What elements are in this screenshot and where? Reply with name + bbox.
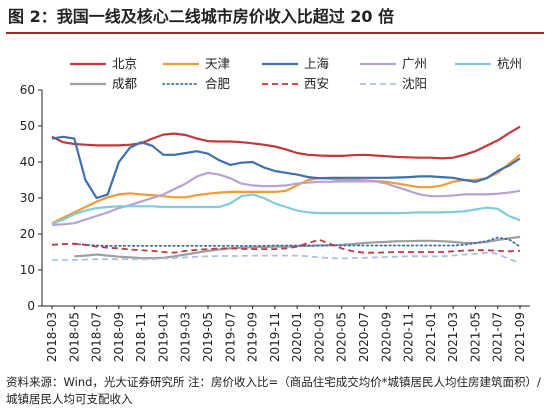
legend-item-xian: 西安 [262,76,329,91]
legend-item-guangzhou: 广州 [360,56,427,71]
title-divider [6,32,544,34]
legend-item-hangzhou: 杭州 [455,56,522,71]
source-note: 资料来源：Wind，光大证券研究所 注：房价收入比=（商品住宅成交均价*城镇居民… [6,375,541,406]
legend-item-tianjin: 天津 [163,56,230,71]
x-tick-label: 2020-05 [335,312,349,362]
x-tick-label: 2020-07 [357,312,371,362]
legend-label-hangzhou: 杭州 [497,56,522,71]
legend-item-shenyang: 沈阳 [360,76,427,91]
y-tick-label: 50 [20,119,35,133]
x-tick-label: 2021-05 [468,312,482,362]
legend-label-beijing: 北京 [112,56,137,71]
x-tick-label: 2021-07 [491,312,505,362]
series-line-7 [51,238,521,254]
x-tick-label: 2018-03 [45,312,59,362]
legend-label-tianjin: 天津 [205,56,230,71]
x-tick-label: 2019-05 [201,312,215,362]
y-tick-label: 10 [20,263,35,277]
x-tick-label: 2021-03 [446,312,460,362]
legend-label-shenyang: 沈阳 [402,76,427,91]
y-tick-label: 60 [20,83,35,97]
x-tick-label: 2021-09 [513,312,527,362]
x-tick-label: 2019-07 [223,312,237,362]
x-tick-label: 2018-05 [67,312,81,362]
y-tick-label: 20 [20,227,35,241]
legend-item-hefei: 合肥 [162,76,231,91]
x-tick-label: 2021-01 [424,312,438,362]
x-tick-label: 2020-11 [402,312,416,362]
series-line-4 [51,193,521,225]
y-tick-label: 0 [27,299,35,313]
x-tick-label: 2019-01 [156,312,170,362]
legend-item-beijing: 北京 [70,56,137,71]
legend-label-guangzhou: 广州 [402,56,427,71]
axes: 0 10 20 30 40 50 60 2018-03 2018-05 2018-07 2018-0… [20,83,530,362]
legend-item-chengdu: 成都 [70,76,138,91]
series-line-1 [51,153,521,225]
series-line-3 [51,171,521,227]
y-tick-label: 40 [20,155,35,169]
chart-title: 图 2：我国一线及核心二线城市房价收入比超过 20 倍 [8,7,395,26]
x-tick-label: 2018-07 [90,312,104,362]
series-line-5 [74,235,521,260]
legend-label-hefei: 合肥 [205,76,231,91]
legend-label-shanghai: 上海 [304,56,330,71]
legend: 北京 天津 上海 广州 杭州 成都 合肥 西安 [70,56,522,91]
series-line-2 [51,135,521,200]
line-chart: 北京 天津 上海 广州 杭州 成都 合肥 西安 [20,56,530,362]
y-tick-label: 30 [20,191,35,205]
x-tick-label: 2020-09 [379,312,393,362]
x-tick-label: 2019-11 [268,312,282,362]
x-tick-label: 2018-09 [112,312,126,362]
x-tick-label: 2018-11 [134,312,148,362]
series-line-0 [51,125,521,160]
series-lines [51,125,521,264]
legend-label-chengdu: 成都 [112,76,138,91]
series-line-6 [73,236,521,248]
x-tick-label: 2020-03 [312,312,326,362]
series-line-8 [52,251,521,264]
x-tick-label: 2020-01 [290,312,304,362]
x-tick-label: 2019-03 [179,312,193,362]
legend-item-shanghai: 上海 [262,56,330,71]
x-tick-label: 2019-09 [246,312,260,362]
legend-label-xian: 西安 [304,76,329,91]
